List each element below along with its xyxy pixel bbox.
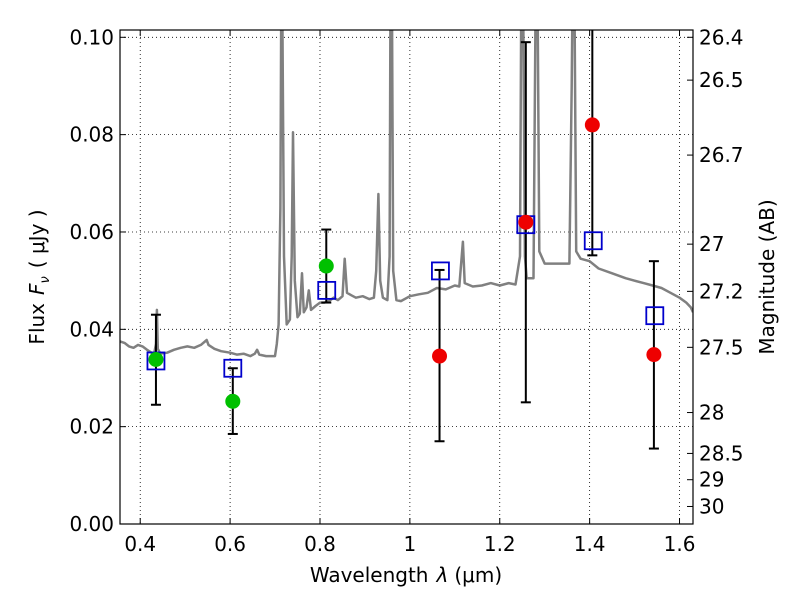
observed-flux-point	[432, 348, 448, 364]
model-flux-square	[431, 261, 450, 281]
model-flux-square	[223, 358, 243, 378]
y-tick-label: 0.08	[69, 123, 114, 147]
x-tick-label: 1	[404, 532, 417, 556]
y2-tick-label: 30	[699, 494, 724, 518]
y2-tick-label: 27.2	[699, 279, 744, 303]
axis-ticks: 0.4 0.6 0.8 1 1.2 1.4 1.6 0.00 0.02 0.04 0.06 0.08 0…	[69, 25, 743, 556]
y2-tick-label: 28	[699, 401, 724, 425]
y2-tick-label: 27.5	[699, 335, 744, 359]
y-tick-label: 0.04	[69, 317, 114, 341]
x-tick-label: 1.2	[484, 532, 516, 556]
observed-flux-point	[318, 258, 334, 274]
y2-tick-label: 28.5	[699, 441, 744, 465]
y2-tick-label: 27	[699, 232, 724, 256]
spectrum-line	[120, 30, 693, 358]
model-flux-square	[583, 231, 603, 251]
observed-flux-point	[148, 351, 164, 367]
plot-frame	[119, 29, 694, 525]
x-tick-label: 0.8	[304, 532, 336, 556]
y-axis-label: FluxFν( μJy )	[25, 209, 53, 344]
series-layer	[120, 30, 693, 450]
model-flux-square	[645, 306, 665, 326]
y-tick-label: 0.10	[69, 25, 114, 49]
y2-tick-label: 26.7	[699, 143, 744, 167]
observed-flux-point	[518, 214, 534, 230]
grid-lines	[120, 30, 693, 525]
y-tick-label: 0.00	[69, 512, 114, 536]
x-tick-label: 1.4	[574, 532, 606, 556]
x-tick-label: 0.6	[214, 532, 246, 556]
y-tick-label: 0.06	[69, 220, 114, 244]
x-tick-label: 0.4	[124, 532, 156, 556]
x-tick-label: 1.6	[664, 532, 696, 556]
y2-tick-label: 26.5	[699, 68, 744, 92]
observed-flux-point	[646, 347, 662, 363]
y2-tick-label: 29	[699, 468, 724, 492]
observed-flux-point	[584, 117, 600, 133]
observed-flux-point	[225, 393, 241, 409]
y2-tick-label: 26.4	[699, 25, 744, 49]
y2-axis-label: Magnitude (AB)	[755, 199, 779, 354]
model-flux-square	[317, 280, 337, 300]
y-tick-label: 0.02	[69, 415, 114, 439]
x-axis-label: Wavelength λ (μm)	[310, 563, 502, 587]
